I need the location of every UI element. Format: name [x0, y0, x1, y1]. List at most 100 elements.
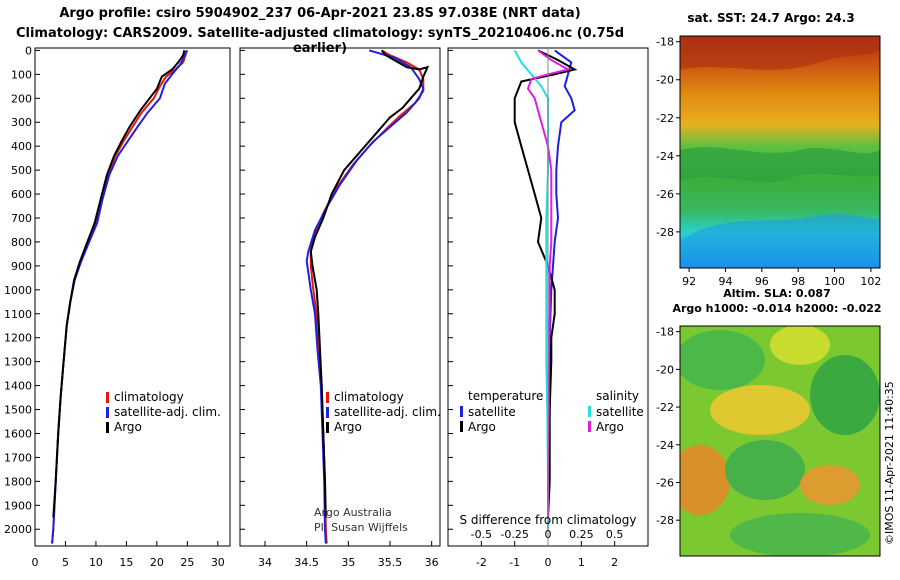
difference-xlabel: S difference from climatology [460, 513, 637, 527]
sla-low-patch [680, 330, 765, 390]
x-tick-label: 5 [62, 556, 69, 569]
sst-map-title: sat. SST: 24.7 Argo: 24.3 [687, 11, 854, 25]
s-tick-label: 0.5 [606, 528, 624, 541]
sla-map-title-2: Argo h1000: -0.014 h2000: -0.022 [672, 302, 881, 315]
salinity-panel-frame [239, 47, 441, 547]
legend-title-salinity: salinity [596, 389, 639, 403]
series-satellite-adj-clim- [51, 49, 189, 544]
y-tick-label: 200 [11, 92, 32, 105]
legend-label-sal-argo: Argo [596, 420, 624, 434]
legend-swatch-temp-satellite [460, 406, 463, 417]
legend-swatch-sal-satellite [588, 406, 591, 417]
map-y-tick-label: -20 [656, 363, 674, 376]
x-tick-label: 30 [211, 556, 225, 569]
sst-map: sat. SST: 24.7 Argo: 24.3 -18 -20 -22 -24 -2… [656, 11, 881, 288]
series-argo [309, 49, 430, 518]
sst-warm-patch [680, 36, 880, 70]
x-tick-label: 25 [180, 556, 194, 569]
legend-label-argo: Argo [334, 420, 362, 434]
y-tick-label: 800 [11, 236, 32, 249]
x-tick-label: -1 [509, 556, 520, 569]
temperature-panel: 0100200300400500600700800900100011001200… [4, 44, 231, 569]
map-y-tick-label: -24 [656, 439, 674, 452]
legend-swatch-climatology [326, 392, 329, 403]
y-tick-label: 700 [11, 212, 32, 225]
sla-high-patch [770, 326, 830, 365]
legend-swatch-satellite [106, 407, 109, 418]
sst-cool-patch [680, 213, 880, 268]
legend-swatch-argo [326, 422, 329, 433]
map-y-tick-label: -24 [656, 150, 674, 163]
legend-swatch-sal-argo [588, 421, 591, 432]
legend-label-argo: Argo [114, 420, 142, 434]
y-tick-label: 1500 [4, 404, 32, 417]
x-tick-label: 15 [119, 556, 133, 569]
x-tick-label: 35.5 [378, 556, 403, 569]
y-tick-label: 500 [11, 164, 32, 177]
series-argo [52, 50, 186, 518]
salinity-panel: 34 34.5 35 35.5 36 climatology satellite-adj… [239, 47, 441, 569]
map-x-tick-label: 98 [791, 275, 805, 288]
y-tick-label: 1700 [4, 451, 32, 464]
y-tick-label: 100 [11, 68, 32, 81]
x-tick-label: 35 [341, 556, 355, 569]
s-tick-label: -0.5 [471, 528, 492, 541]
legend-label-satellite: satellite-adj. clim. [334, 405, 441, 419]
s-tick-label: -0.25 [500, 528, 528, 541]
legend-swatch-climatology [106, 392, 109, 403]
annotation-argo-australia: Argo Australia [314, 506, 392, 519]
y-tick-label: 1100 [4, 308, 32, 321]
legend-title-temperature: temperature [468, 389, 543, 403]
map-y-tick-label: -18 [656, 36, 674, 49]
sla-low-patch-2 [810, 355, 880, 435]
sst-front-band [680, 147, 880, 182]
map-x-tick-label: 92 [682, 275, 696, 288]
x-tick-label: 34 [258, 556, 272, 569]
legend-swatch-argo [106, 422, 109, 433]
legend-label-temp-argo: Argo [468, 420, 496, 434]
y-tick-label: 600 [11, 188, 32, 201]
difference-panel: -2 -1 0 1 2 temperature satellite Argo salin… [447, 47, 649, 569]
y-tick-label: 2000 [4, 523, 32, 536]
y-tick-label: 300 [11, 116, 32, 129]
sla-warm-patch [680, 445, 730, 515]
map-y-tick-label: -28 [656, 514, 674, 527]
x-tick-label: -2 [476, 556, 487, 569]
x-tick-label: 36 [425, 556, 439, 569]
y-tick-label: 900 [11, 260, 32, 273]
temperature-panel-frame [34, 47, 231, 547]
series-temperature-satellite [547, 49, 576, 530]
sla-warm-patch-2 [800, 465, 860, 505]
series-salinity-argo [526, 49, 571, 518]
map-x-tick-label: 96 [755, 275, 769, 288]
sla-map-frame [679, 325, 881, 557]
legend-label-satellite: satellite-adj. clim. [114, 405, 221, 419]
sla-map: Altim. SLA: 0.087 Argo h1000: -0.014 h20… [656, 287, 896, 557]
legend-swatch-temp-argo [460, 421, 463, 432]
y-tick-label: 1400 [4, 380, 32, 393]
map-y-tick-label: -22 [656, 401, 674, 414]
map-x-tick-label: 100 [824, 275, 845, 288]
y-tick-label: 1600 [4, 427, 32, 440]
map-y-tick-label: -18 [656, 326, 674, 339]
imos-timestamp: ©IMOS 11-Apr-2021 11:40:35 [883, 381, 896, 545]
x-tick-label: 1 [578, 556, 585, 569]
x-tick-label: 2 [611, 556, 618, 569]
legend-label-temp-satellite: satellite [468, 405, 516, 419]
y-tick-label: 1300 [4, 356, 32, 369]
temperature-legend: climatology satellite-adj. clim. Argo [106, 390, 221, 434]
y-tick-label: 1200 [4, 332, 32, 345]
y-tick-label: 0 [25, 44, 32, 57]
sst-map-frame [679, 35, 881, 269]
s-tick-label: 0.25 [569, 528, 594, 541]
x-tick-label: 20 [150, 556, 164, 569]
series-temperature-argo [513, 49, 578, 518]
x-tick-label: 0 [545, 556, 552, 569]
map-y-tick-label: -26 [656, 476, 674, 489]
chart-title-line-1: Argo profile: csiro 5904902_237 06-Apr-2… [59, 6, 581, 21]
legend-label-sal-satellite: satellite [596, 405, 644, 419]
map-y-tick-label: -22 [656, 112, 674, 125]
sla-low-patch-3 [725, 440, 805, 500]
map-y-tick-label: -26 [656, 188, 674, 201]
sla-high-band [710, 385, 810, 435]
